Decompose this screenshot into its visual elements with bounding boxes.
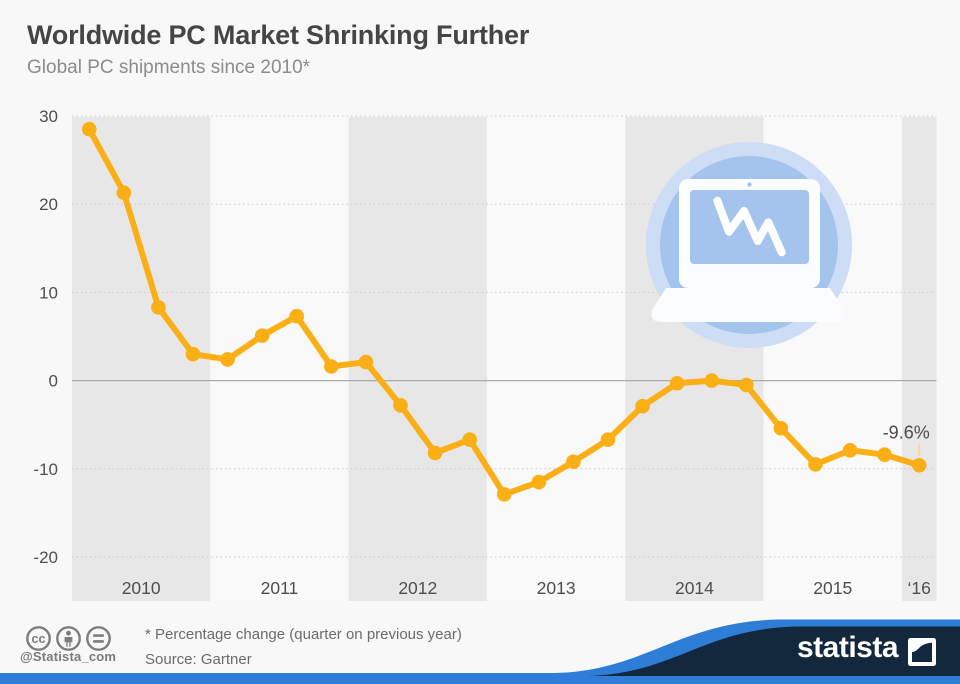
data-point bbox=[773, 420, 789, 436]
data-point bbox=[600, 432, 616, 447]
data-point bbox=[842, 442, 858, 458]
data-point bbox=[462, 432, 477, 447]
data-point bbox=[531, 474, 547, 490]
footer-wave-navy bbox=[588, 626, 960, 676]
x-axis-year-label: ‘16 bbox=[908, 578, 931, 598]
laptop-base bbox=[651, 288, 845, 322]
data-point bbox=[704, 373, 720, 388]
y-axis-tick-label: 20 bbox=[39, 195, 58, 214]
y-axis-tick-label: 10 bbox=[39, 283, 58, 302]
cc-license-icon bbox=[26, 626, 51, 651]
x-axis-year-label: 2010 bbox=[122, 578, 161, 598]
year-band bbox=[72, 117, 211, 601]
data-point bbox=[808, 457, 823, 472]
statista-logo-icon bbox=[908, 638, 936, 666]
cc-letters: cc bbox=[32, 632, 46, 646]
data-point bbox=[427, 445, 443, 461]
year-band bbox=[486, 117, 626, 601]
page-title: Worldwide PC Market Shrinking Further bbox=[27, 20, 530, 50]
data-point bbox=[911, 457, 927, 473]
data-point bbox=[289, 308, 305, 324]
cc-noderivatives-icon bbox=[86, 626, 111, 651]
attribution-person-glyph bbox=[64, 630, 73, 647]
creative-commons-icons: cc bbox=[26, 626, 111, 651]
data-point bbox=[254, 328, 270, 343]
equals-glyph bbox=[93, 634, 104, 643]
x-axis-year-label: 2011 bbox=[261, 578, 299, 598]
data-point bbox=[185, 346, 201, 362]
data-point bbox=[877, 447, 892, 462]
data-point bbox=[220, 352, 235, 367]
data-point bbox=[81, 121, 97, 137]
y-axis-tick-label: -20 bbox=[33, 548, 58, 567]
data-point bbox=[739, 377, 754, 393]
data-point bbox=[116, 185, 132, 201]
x-axis-year-label: 2014 bbox=[675, 578, 714, 598]
y-axis-tick-label: 30 bbox=[39, 107, 58, 126]
y-axis-tick-label: -10 bbox=[33, 460, 58, 479]
page-subtitle: Global PC shipments since 2010* bbox=[27, 57, 311, 79]
data-point bbox=[566, 454, 581, 470]
data-point bbox=[393, 397, 408, 413]
data-point bbox=[358, 354, 374, 370]
data-point bbox=[151, 300, 166, 315]
cc-attribution-icon bbox=[56, 626, 81, 651]
data-point bbox=[635, 398, 650, 414]
chart-footnote: * Percentage change (quarter on previous… bbox=[145, 626, 462, 643]
x-axis-year-label: 2012 bbox=[398, 578, 437, 598]
chart-source: Source: Gartner bbox=[145, 651, 252, 668]
year-band bbox=[901, 117, 937, 601]
header: Worldwide PC Market Shrinking Further Gl… bbox=[27, 20, 529, 80]
statista-wordmark: statista bbox=[797, 631, 899, 664]
laptop-declining-chart-icon bbox=[646, 142, 852, 348]
x-axis-year-label: 2013 bbox=[537, 578, 576, 598]
x-axis-year-label: 2015 bbox=[813, 578, 852, 598]
y-axis-tick-label: 0 bbox=[49, 372, 58, 391]
last-value-annotation: -9.6% bbox=[883, 422, 930, 442]
screen-declining-zigzag bbox=[713, 196, 786, 257]
data-point bbox=[324, 359, 339, 374]
footer-wave bbox=[0, 619, 960, 684]
statista-handle: @Statista_com bbox=[20, 649, 117, 664]
laptop-webcam-dot bbox=[747, 182, 752, 187]
data-point bbox=[669, 375, 685, 391]
data-point bbox=[496, 487, 512, 502]
